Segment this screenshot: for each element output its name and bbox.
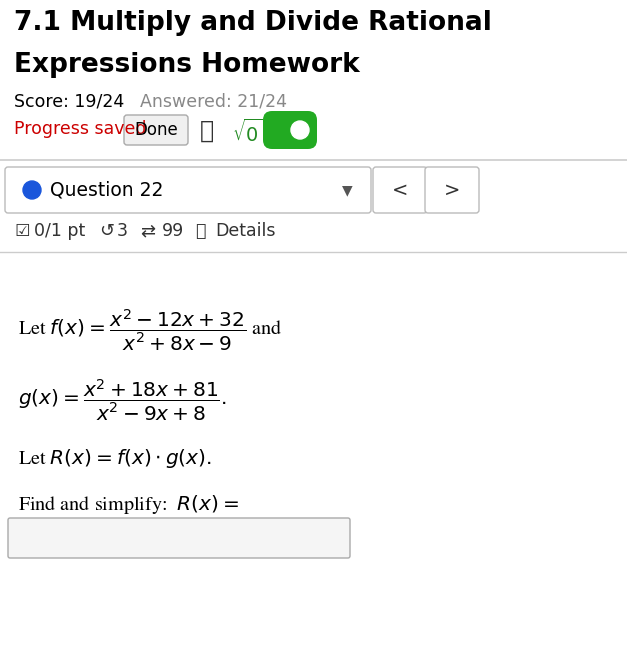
FancyBboxPatch shape bbox=[8, 518, 350, 558]
Text: 0/1 pt: 0/1 pt bbox=[34, 222, 85, 240]
Text: $g(x) = \dfrac{x^2 + 18x + 81}{x^2 - 9x + 8}.$: $g(x) = \dfrac{x^2 + 18x + 81}{x^2 - 9x … bbox=[18, 377, 227, 423]
Text: Let $R(x) = f(x) \cdot g(x).$: Let $R(x) = f(x) \cdot g(x).$ bbox=[18, 446, 212, 470]
Text: <: < bbox=[392, 180, 408, 199]
FancyBboxPatch shape bbox=[5, 167, 371, 213]
FancyBboxPatch shape bbox=[124, 115, 188, 145]
Text: ☑: ☑ bbox=[14, 222, 29, 240]
Text: Find and simplify:  $R(x) =$: Find and simplify: $R(x) =$ bbox=[18, 493, 239, 517]
Text: Expressions Homework: Expressions Homework bbox=[14, 52, 360, 78]
Text: $\sqrt{0}$: $\sqrt{0}$ bbox=[232, 119, 263, 146]
FancyBboxPatch shape bbox=[373, 167, 427, 213]
FancyBboxPatch shape bbox=[263, 111, 317, 149]
Text: 3: 3 bbox=[117, 222, 128, 240]
Text: ▼: ▼ bbox=[342, 183, 352, 197]
Circle shape bbox=[23, 181, 41, 199]
Text: Done: Done bbox=[134, 121, 178, 139]
Text: Let $f(x) = \dfrac{x^2 - 12x + 32}{x^2 + 8x - 9}$ and: Let $f(x) = \dfrac{x^2 - 12x + 32}{x^2 +… bbox=[18, 307, 282, 353]
Text: Answered: 21/24: Answered: 21/24 bbox=[140, 92, 287, 110]
Text: ⇄: ⇄ bbox=[140, 222, 155, 240]
Text: Details: Details bbox=[215, 222, 275, 240]
Text: Question 22: Question 22 bbox=[50, 180, 164, 199]
Text: 99: 99 bbox=[162, 222, 184, 240]
FancyBboxPatch shape bbox=[425, 167, 479, 213]
Circle shape bbox=[291, 121, 309, 139]
Text: 7.1 Multiply and Divide Rational: 7.1 Multiply and Divide Rational bbox=[14, 10, 492, 36]
Text: ↺: ↺ bbox=[99, 222, 114, 240]
Text: Progress saved: Progress saved bbox=[14, 120, 147, 138]
Text: ⓘ: ⓘ bbox=[195, 222, 206, 240]
Text: >: > bbox=[444, 180, 460, 199]
Text: ⎙: ⎙ bbox=[200, 119, 214, 143]
Text: Score: 19/24: Score: 19/24 bbox=[14, 92, 124, 110]
